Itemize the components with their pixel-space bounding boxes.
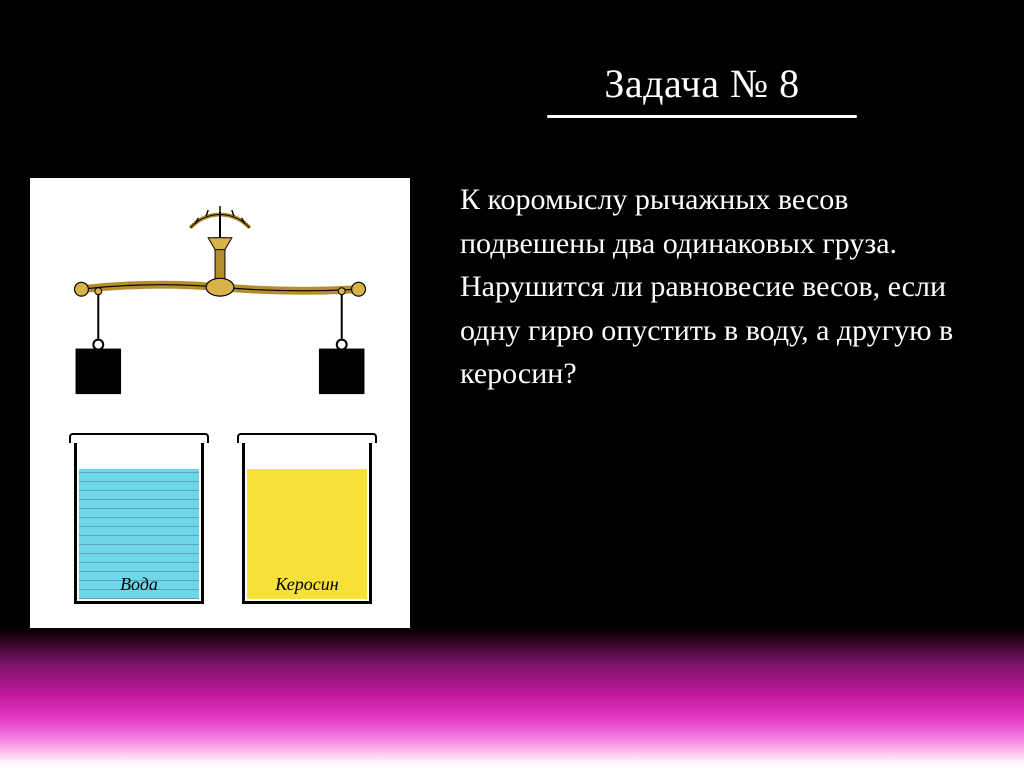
left-weight (76, 288, 122, 394)
beaker-water: Вода (74, 439, 204, 604)
balance-beam (75, 278, 366, 296)
beaker-label-kerosene: Керосин (245, 574, 369, 595)
pivot-cap (208, 238, 232, 250)
beaker-rim (237, 433, 377, 443)
beaker-label-water: Вода (77, 574, 201, 595)
text-panel: К коромыслу рычажных весов подвешены два… (440, 158, 994, 768)
content-area: Задача № 8 (0, 0, 1024, 768)
beaker-rim (69, 433, 209, 443)
beaker-kerosene: Керосин (242, 439, 372, 604)
problem-text: К коромыслу рычажных весов подвешены два… (460, 178, 994, 396)
main-row: Вода Керосин К коромыслу рычажных весов … (0, 118, 1024, 768)
figure-panel: Вода Керосин (30, 178, 410, 628)
problem-title: Задача № 8 (420, 60, 984, 107)
right-weight (319, 288, 365, 394)
title-area: Задача № 8 (420, 0, 1024, 118)
